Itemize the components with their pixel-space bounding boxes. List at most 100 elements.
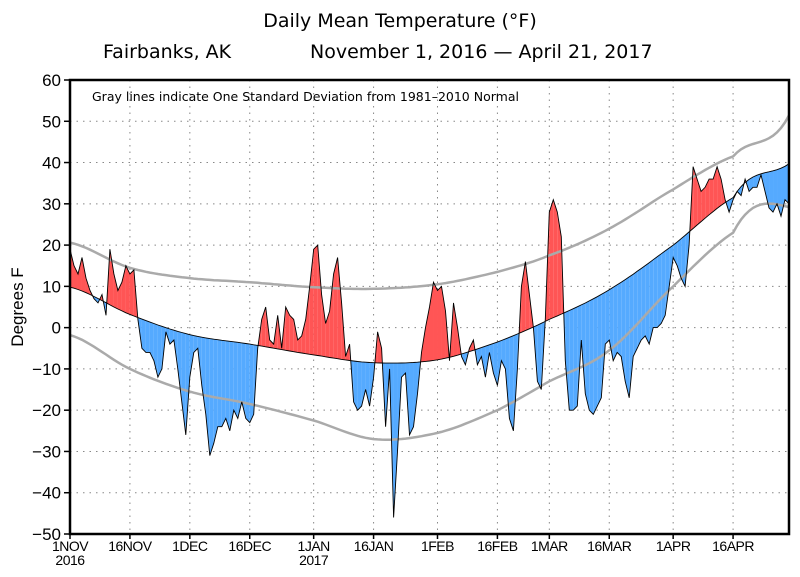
below-normal-area: [753, 175, 758, 188]
above-normal-area: [117, 282, 122, 311]
below-normal-area: [565, 310, 570, 411]
above-normal-area: [321, 294, 326, 357]
y-tick-label: 20: [42, 236, 61, 255]
y-tick-label: 60: [42, 71, 61, 90]
below-normal-area: [625, 276, 630, 398]
x-tick-label: 1DEC: [172, 538, 208, 554]
below-normal-area: [149, 322, 154, 361]
series-lines: [69, 114, 791, 518]
below-normal-area: [141, 319, 146, 353]
x-tick-label: 1FEB: [421, 538, 454, 554]
x-tick-label: 1JAN: [298, 538, 330, 554]
below-normal-area: [637, 268, 642, 349]
above-normal-area: [525, 261, 530, 331]
y-tick-label: 50: [42, 112, 61, 131]
below-normal-area: [629, 274, 634, 398]
below-normal-area: [233, 341, 238, 419]
below-normal-area: [185, 333, 190, 435]
above-normal-area: [337, 257, 342, 360]
above-normal-area: [557, 212, 562, 316]
below-normal-area: [229, 341, 234, 431]
below-normal-area: [601, 292, 606, 398]
above-normal-area: [305, 286, 310, 355]
x-tick-label: 16FEB: [477, 538, 517, 554]
above-normal-area: [325, 311, 330, 358]
below-normal-area: [653, 256, 658, 328]
below-normal-area: [649, 259, 654, 345]
above-normal-area: [705, 179, 710, 219]
below-normal-area: [673, 241, 678, 266]
below-normal-area: [353, 361, 358, 411]
below-normal-area: [605, 289, 610, 345]
above-normal-area: [77, 257, 82, 292]
y-tick-label: −20: [32, 401, 61, 420]
y-tick-label: 40: [42, 154, 61, 173]
below-normal-area: [509, 335, 514, 431]
above-normal-area: [113, 273, 118, 309]
x-tick-year-label: 2016: [55, 552, 85, 568]
above-normal-area: [121, 265, 126, 313]
below-normal-area: [145, 320, 150, 353]
below-normal-area: [501, 338, 506, 369]
above-normal-area: [441, 286, 446, 360]
below-normal-area: [413, 362, 418, 427]
below-normal-area: [169, 328, 174, 345]
below-normal-area: [369, 362, 374, 407]
above-normal-area: [425, 307, 430, 362]
below-normal-area: [669, 245, 674, 287]
below-normal-area: [681, 235, 686, 287]
plot-frame: [68, 78, 791, 536]
below-normal-area: [589, 298, 594, 415]
y-tick-label: 30: [42, 195, 61, 214]
above-normal-area: [317, 245, 322, 357]
chart-subtitle-period: November 1, 2016 — April 21, 2017: [310, 41, 653, 63]
x-tick-year-label: 2017: [299, 552, 329, 568]
x-tick-label: 1APR: [656, 538, 691, 554]
below-normal-area: [225, 340, 230, 431]
below-normal-area: [213, 339, 218, 444]
x-tick-label: 16JAN: [354, 538, 394, 554]
x-tick-label: 1NOV: [52, 538, 89, 554]
above-normal-area: [521, 261, 526, 333]
above-normal-area: [313, 245, 318, 356]
x-tick-label: 16MAR: [587, 538, 632, 554]
above-normal-area: [269, 340, 274, 349]
below-normal-area: [409, 362, 414, 435]
y-tick-label: 0: [52, 319, 61, 338]
below-normal-area: [505, 337, 510, 419]
above-normal-area: [549, 199, 554, 320]
above-normal-area: [293, 319, 298, 353]
below-normal-area: [577, 304, 582, 407]
above-normal-area: [701, 187, 706, 222]
chart-title: Daily Mean Temperature (°F): [263, 10, 537, 32]
above-normal-area: [109, 249, 114, 307]
below-normal-area: [177, 331, 182, 402]
chart-subtitle-location: Fairbanks, AK: [103, 41, 232, 63]
below-normal-area: [773, 169, 778, 213]
observed-line: [69, 165, 790, 518]
below-normal-area: [193, 335, 198, 353]
above-normal-area: [713, 166, 718, 212]
above-normal-area: [709, 179, 714, 215]
below-normal-area: [249, 344, 254, 423]
y-tick-label: −30: [32, 442, 61, 461]
below-normal-area: [661, 250, 666, 324]
y-axis-label: Degrees F: [8, 267, 27, 346]
below-normal-area: [221, 340, 226, 427]
below-normal-area: [157, 324, 162, 378]
below-normal-area: [585, 300, 590, 411]
below-normal-area: [569, 308, 574, 411]
above-normal-area: [125, 265, 130, 315]
gridlines: [70, 80, 789, 534]
below-normal-area: [493, 342, 498, 386]
below-normal-area: [189, 334, 194, 378]
above-normal-area: [333, 257, 338, 359]
upper-stddev-line: [69, 114, 791, 291]
y-tick-label: 10: [42, 277, 61, 296]
below-normal-area: [513, 334, 518, 431]
above-normal-area: [697, 179, 702, 226]
lower-stddev-line: [69, 202, 790, 441]
below-normal-area: [609, 287, 614, 361]
below-normal-area: [357, 361, 362, 411]
